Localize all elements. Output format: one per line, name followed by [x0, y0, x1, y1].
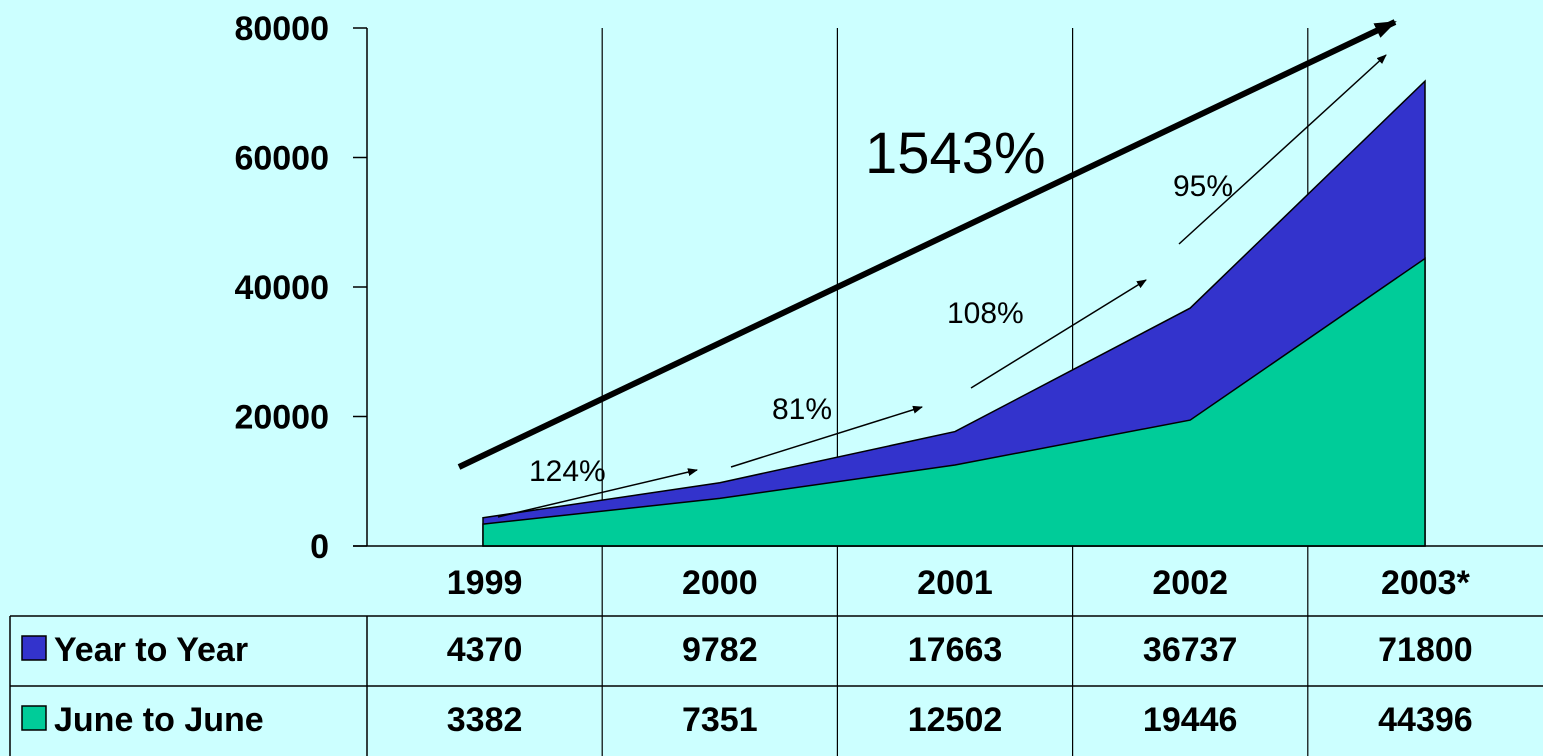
growth-arrow: [497, 468, 698, 518]
growth-annotations: 1543% 124% 81% 108% 95%: [457, 19, 1397, 518]
x-category-label: 2000: [682, 564, 758, 602]
table-value: 36737: [1143, 631, 1238, 669]
table-value: 7351: [682, 701, 758, 739]
x-category-label: 2002: [1152, 564, 1228, 602]
y-tick-label: 40000: [234, 269, 329, 307]
y-tick-labels: 0 20000 40000 60000 80000: [234, 10, 367, 566]
growth-arrow: [970, 279, 1147, 389]
table-value: 17663: [908, 631, 1003, 669]
y-tick-label: 80000: [234, 10, 329, 48]
growth-label: 108%: [947, 297, 1024, 330]
legend-swatch: [21, 635, 47, 661]
table-value: 3382: [447, 701, 523, 739]
growth-label: 124%: [529, 455, 606, 488]
growth-label: 95%: [1173, 170, 1233, 203]
y-tick-label: 0: [310, 528, 329, 566]
table-value: 44396: [1378, 701, 1473, 739]
table-value: 9782: [682, 631, 758, 669]
growth-label: 81%: [772, 393, 832, 426]
data-table: 1999 2000 2001 2002 2003* Year to Year 4370 978…: [9, 564, 1543, 756]
table-value: 12502: [908, 701, 1003, 739]
table-value: 19446: [1143, 701, 1238, 739]
legend-label: Year to Year: [54, 631, 248, 669]
total-growth-label: 1543%: [865, 121, 1046, 186]
table-value: 4370: [447, 631, 523, 669]
legend-swatch: [21, 705, 47, 731]
legend-label: June to June: [54, 701, 264, 739]
total-growth-arrow: [457, 19, 1397, 470]
x-category-label: 1999: [447, 564, 523, 602]
table-value: 71800: [1378, 631, 1473, 669]
growth-arrow: [1178, 54, 1387, 245]
y-tick-label: 20000: [234, 399, 329, 437]
x-category-label: 2003*: [1381, 564, 1471, 602]
y-tick-label: 60000: [234, 140, 329, 178]
growth-arrow: [730, 405, 923, 468]
x-category-label: 2001: [917, 564, 993, 602]
